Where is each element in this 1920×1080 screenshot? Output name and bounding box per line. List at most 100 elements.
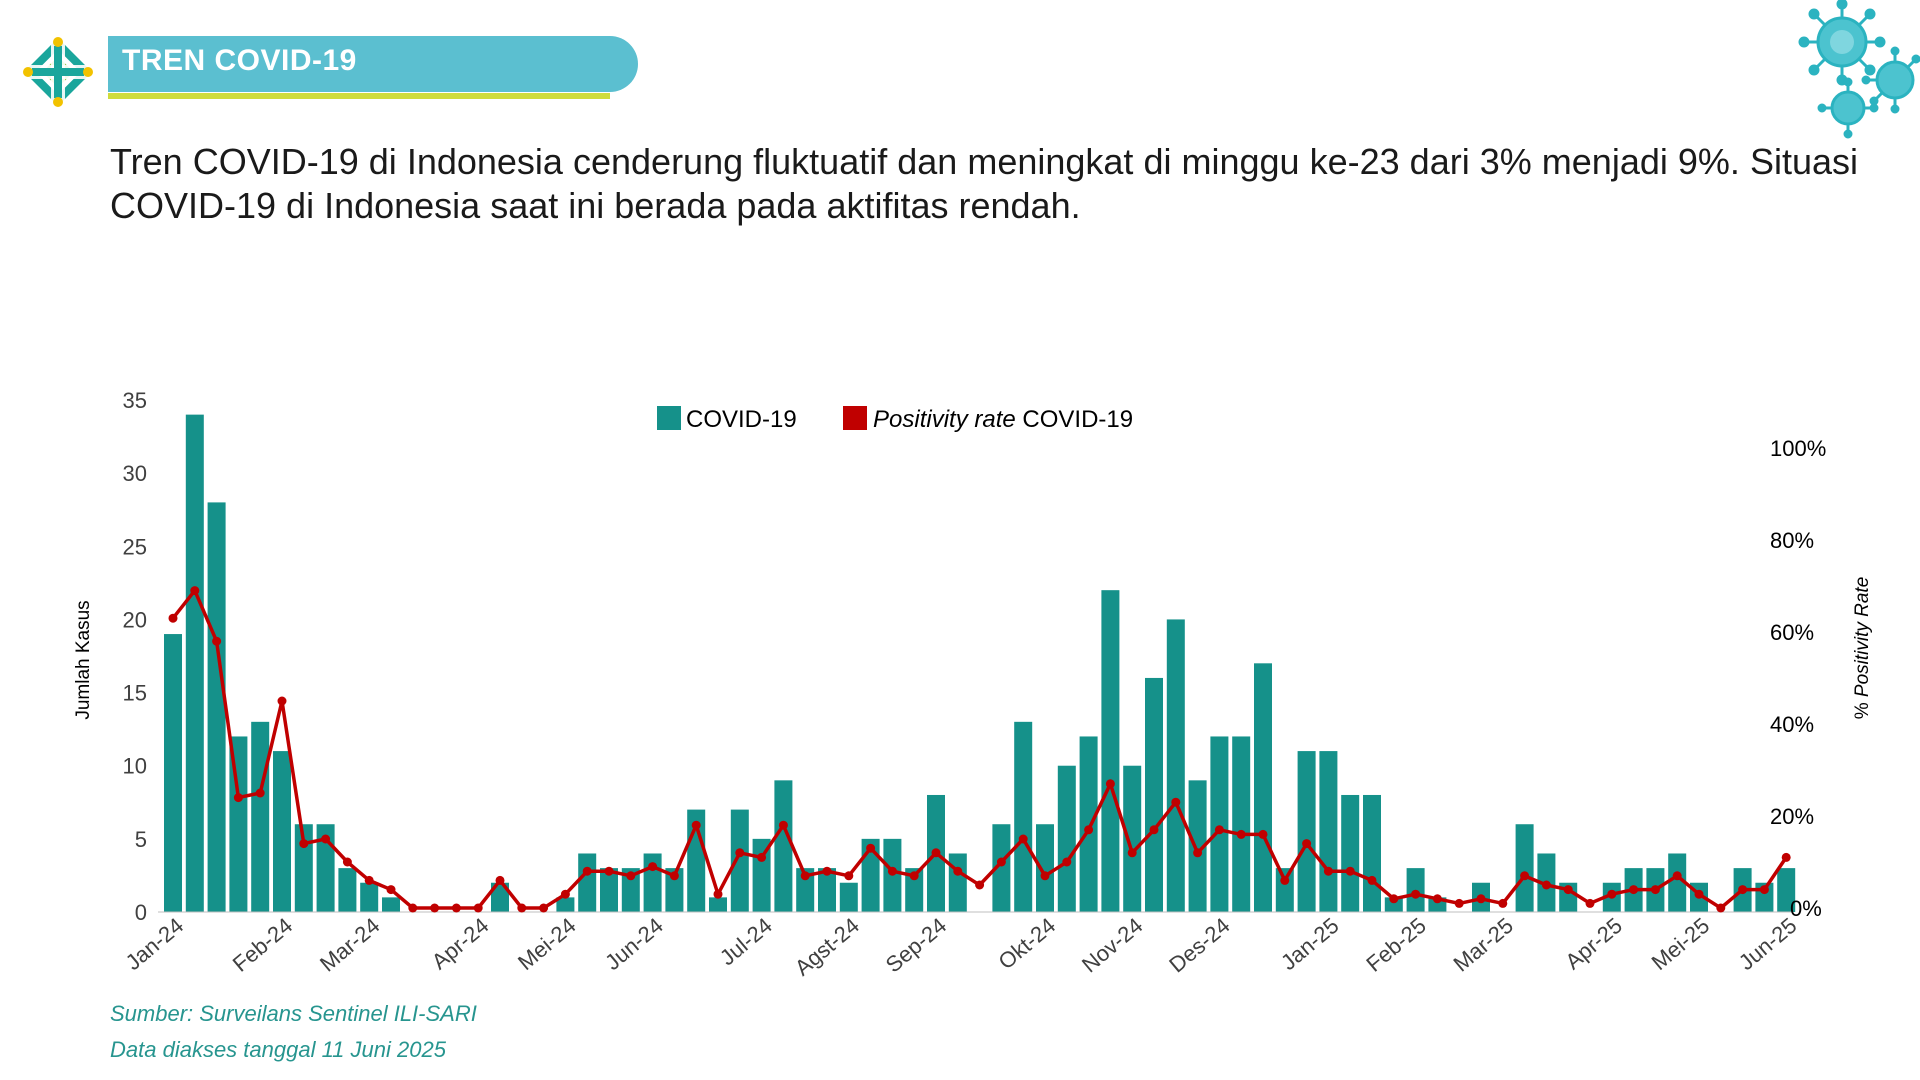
positivity-rate-point — [1084, 825, 1094, 835]
x-tick-label: Apr-25 — [1560, 913, 1627, 975]
positivity-rate-point — [1738, 885, 1748, 895]
y2-tick-label: 80% — [1770, 528, 1814, 553]
covid-bar — [1079, 736, 1098, 912]
positivity-rate-point — [1411, 889, 1421, 899]
positivity-rate-point — [1280, 875, 1290, 885]
covid-bar — [948, 853, 967, 912]
covid-bar — [1188, 780, 1207, 912]
positivity-rate-point — [975, 880, 985, 890]
positivity-rate-point — [1214, 825, 1224, 835]
legend-label-positivity-rest: COVID-19 — [1016, 406, 1133, 433]
positivity-rate-point — [1236, 829, 1246, 839]
positivity-rate-point — [713, 889, 723, 899]
x-tick-label: Okt-24 — [994, 913, 1061, 975]
positivity-rate-point — [691, 820, 701, 830]
positivity-rate-point — [1585, 898, 1595, 908]
x-tick-label: Mar-24 — [315, 913, 384, 977]
covid-bar — [164, 634, 182, 912]
y2-axis-label-text: Positivity Rate — [1852, 577, 1873, 697]
covid-bar — [207, 502, 226, 912]
covid-bar — [556, 897, 575, 912]
x-tick-label: Des-24 — [1164, 913, 1234, 978]
legend-swatch-positivity — [843, 406, 867, 430]
covid-bar — [1275, 868, 1294, 912]
positivity-rate-point — [212, 636, 222, 646]
positivity-rate-point — [1672, 871, 1682, 881]
covid-bar — [294, 824, 313, 912]
x-tick-label: Feb-24 — [228, 913, 297, 977]
covid-bar — [1101, 590, 1120, 912]
covid-trend-chart: 0 5 10 15 20 25 30 35 0% 20% 40% 60% 80% 100% Jumlah K… — [73, 388, 1873, 981]
x-tick-label: Agst-24 — [790, 913, 864, 981]
x-tick-label: Mei-24 — [513, 913, 581, 975]
y-tick-label: 0 — [135, 900, 147, 925]
covid-bar — [229, 736, 248, 912]
positivity-rate-point — [1759, 885, 1769, 895]
positivity-rate-point — [321, 834, 331, 844]
covid-bar — [1123, 765, 1142, 912]
covid-bar — [382, 897, 400, 912]
x-tick-label: Sep-24 — [881, 913, 951, 978]
y2-tick-label: 0% — [1790, 896, 1822, 921]
covid-bar — [992, 824, 1011, 912]
positivity-rate-point — [1498, 898, 1508, 908]
positivity-rate-point — [277, 696, 287, 706]
positivity-rate-point — [1432, 894, 1442, 904]
positivity-rate-point — [626, 871, 636, 881]
covid-bar — [1319, 751, 1338, 912]
covid-bar — [338, 868, 357, 912]
positivity-rate-point — [1781, 852, 1791, 862]
covid-bar — [621, 868, 640, 912]
positivity-rate-point — [1105, 779, 1115, 789]
legend-label-positivity: Positivity rate COVID-19 — [873, 406, 1133, 433]
positivity-rate-point — [996, 857, 1006, 867]
positivity-rate-point — [451, 903, 461, 913]
positivity-rate-point — [1541, 880, 1551, 890]
positivity-rate-point — [800, 871, 810, 881]
positivity-rate-point — [517, 903, 527, 913]
positivity-rate-point — [255, 788, 265, 798]
covid-bar — [360, 882, 379, 912]
covid-bar — [1341, 794, 1360, 912]
positivity-rate-point — [844, 871, 854, 881]
positivity-rate-point — [866, 843, 876, 853]
positivity-rate-point — [1389, 894, 1399, 904]
covid-bar — [185, 414, 204, 912]
covid-bar — [709, 897, 727, 912]
ministry-logo-icon — [23, 37, 93, 107]
y-tick-label: 20 — [123, 607, 147, 632]
y-tick-label: 10 — [123, 754, 147, 779]
covid-bar — [774, 780, 793, 912]
positivity-rate-point — [1062, 857, 1072, 867]
covid-bar — [839, 882, 858, 912]
positivity-rate-point — [1607, 889, 1617, 899]
x-tick-label: Mar-25 — [1449, 913, 1518, 977]
covid-bar — [1036, 824, 1054, 912]
positivity-rate-point — [233, 793, 243, 803]
x-tick-label: Jan-25 — [1276, 913, 1344, 975]
y-tick-label: 30 — [123, 461, 147, 486]
positivity-rate-point — [1476, 894, 1486, 904]
covid-bar — [1232, 736, 1251, 912]
covid-bar — [578, 853, 597, 912]
covid-bar — [905, 868, 924, 912]
covid-bar — [1166, 619, 1185, 912]
positivity-rate-point — [887, 866, 897, 876]
covid-bar — [491, 882, 509, 912]
y-tick-label: 15 — [123, 681, 147, 706]
positivity-rate-point — [757, 852, 767, 862]
positivity-rate-point — [1258, 829, 1268, 839]
y2-axis-label: % Positivity Rate — [1852, 577, 1873, 720]
positivity-rate-point — [648, 862, 658, 872]
data-source: Sumber: Surveilans Sentinel ILI-SARI — [110, 1001, 477, 1026]
x-tick-label: Mei-25 — [1647, 913, 1715, 975]
positivity-rate-point — [190, 586, 200, 596]
positivity-rate-point — [822, 866, 832, 876]
positivity-rate-point — [408, 903, 418, 913]
covid-bar — [1515, 824, 1534, 912]
x-tick-label: Feb-25 — [1361, 913, 1430, 977]
positivity-rate-point — [1345, 866, 1355, 876]
legend-label-covid: COVID-19 — [686, 406, 797, 433]
covid-bar — [1384, 897, 1403, 912]
virus-icon — [1798, 0, 1920, 139]
